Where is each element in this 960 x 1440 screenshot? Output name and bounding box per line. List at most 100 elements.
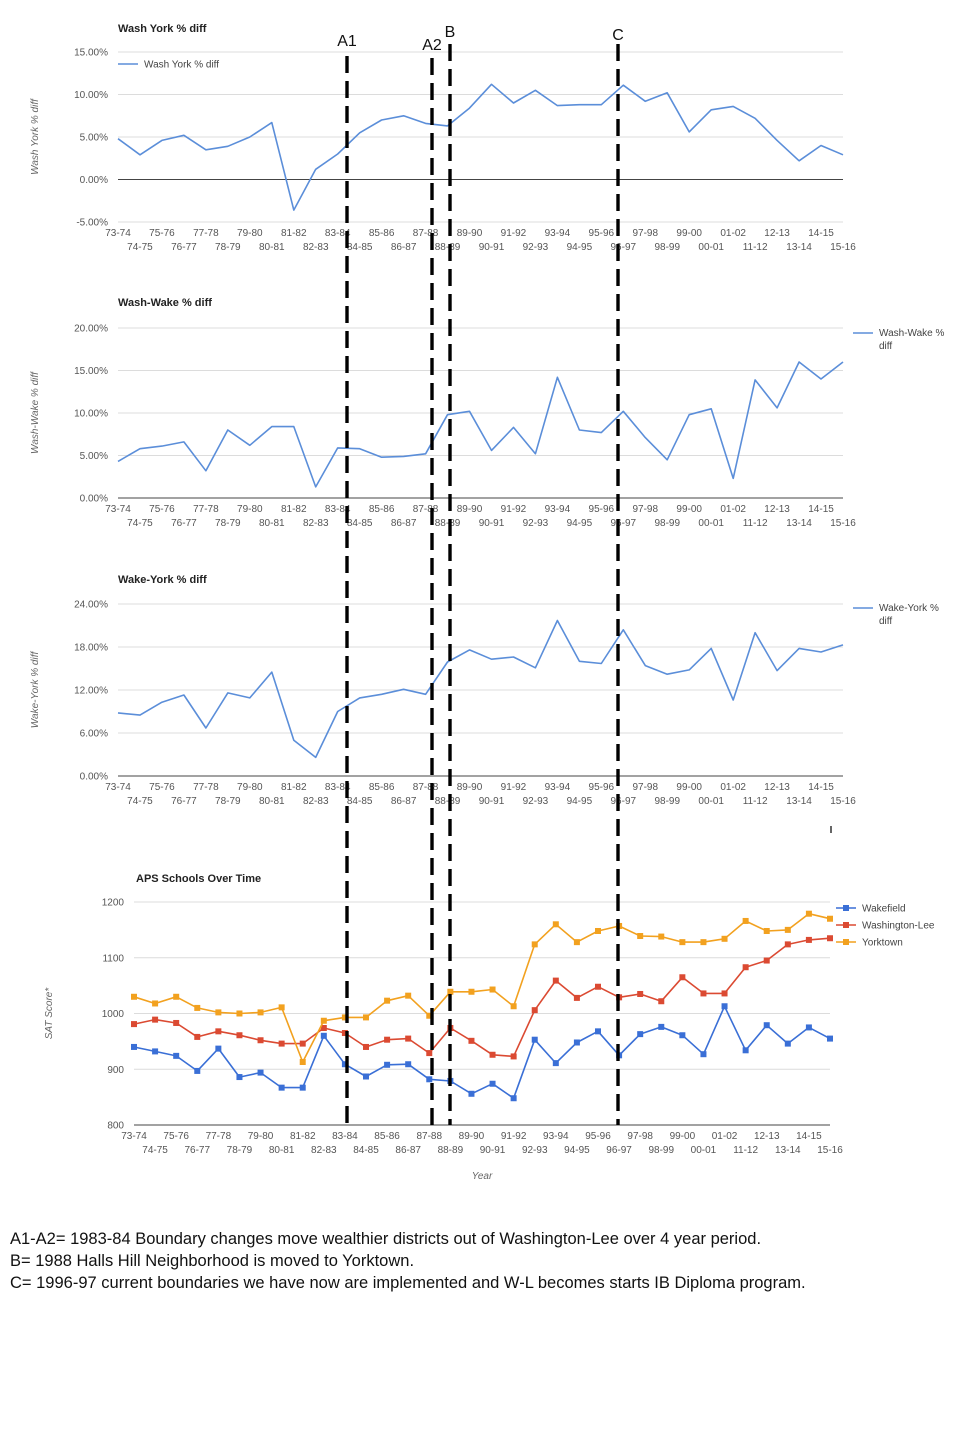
data-point: [531, 941, 538, 948]
data-point: [827, 935, 833, 942]
x-tick-label: 75-76: [149, 504, 175, 515]
x-tick-label: 12-13: [764, 504, 790, 515]
x-tick-label: 84-85: [347, 796, 373, 807]
y-tick-label: 18.00%: [74, 643, 108, 654]
legend-label: Wash York % diff: [144, 60, 219, 71]
x-tick-label: 94-95: [564, 1145, 590, 1156]
data-point: [742, 964, 749, 971]
data-point: [194, 1067, 201, 1074]
x-tick-label: 83-84: [325, 228, 351, 239]
x-tick-label: 80-81: [259, 796, 285, 807]
chart-2: Wash-Wake % diff Wash-Wake % diff 20.00% 15…: [30, 297, 944, 529]
data-point: [236, 1032, 243, 1039]
data-point: [384, 1061, 391, 1068]
data-point: [468, 1090, 475, 1097]
y-tick-label: 800: [107, 1121, 124, 1132]
data-point: [341, 1030, 348, 1037]
data-point: [426, 1076, 433, 1083]
data-point: [131, 993, 137, 1000]
x-tick-label: 84-85: [353, 1145, 379, 1156]
data-point: [447, 988, 454, 995]
x-tick-label: 89-90: [457, 504, 483, 515]
data-point: [742, 1047, 749, 1054]
y-axis-label: Wake-York % diff: [30, 651, 41, 729]
x-tick-label: 98-99: [654, 796, 680, 807]
data-point: [763, 1022, 770, 1029]
x-tick-label: 12-13: [764, 782, 790, 793]
x-tick-label: 85-86: [374, 1131, 400, 1142]
data-point: [489, 1080, 496, 1087]
data-point: [700, 1051, 707, 1058]
y-tick-label: 1200: [102, 898, 125, 909]
x-tick-label: 81-82: [281, 504, 307, 515]
x-tick-label: 87-88: [413, 782, 439, 793]
data-point: [194, 1004, 201, 1011]
data-point: [510, 1053, 517, 1060]
y-tick-label: 1000: [102, 1009, 125, 1020]
data-point: [278, 1040, 285, 1047]
data-point: [827, 1035, 833, 1042]
x-tick-label: 98-99: [648, 1145, 674, 1156]
x-tick-label: 90-91: [480, 1145, 506, 1156]
x-tick-label: 92-93: [523, 796, 549, 807]
x-tick-label: 74-75: [142, 1145, 168, 1156]
x-tick-label: 79-80: [248, 1131, 274, 1142]
y-tick-label: 15.00%: [74, 48, 108, 59]
y-tick-label: 12.00%: [74, 686, 108, 697]
x-tick-label: 11-12: [743, 242, 768, 253]
data-point: [341, 1061, 348, 1068]
x-tick-label: 11-12: [743, 518, 768, 529]
data-point: [257, 1009, 264, 1016]
data-point: [131, 1021, 137, 1028]
data-point: [468, 1037, 475, 1044]
data-point: [595, 1028, 601, 1035]
y-tick-label: 900: [107, 1065, 124, 1076]
data-point: [320, 1017, 327, 1024]
x-tick-label: 13-14: [786, 242, 812, 253]
data-point: [658, 1023, 665, 1030]
x-tick-label: 15-16: [830, 242, 856, 253]
data-point: [152, 1048, 159, 1055]
x-tick-label: 96-97: [606, 1145, 632, 1156]
x-tick-label: 91-92: [501, 228, 527, 239]
x-tick-label: 15-16: [830, 796, 856, 807]
x-tick-label: 11-12: [733, 1145, 758, 1156]
x-tick-label: 75-76: [149, 782, 175, 793]
y-tick-label: -5.00%: [76, 218, 108, 229]
data-point: [405, 992, 412, 999]
y-axis-label: SAT Score*: [44, 987, 55, 1040]
x-tick-label: 89-90: [459, 1131, 485, 1142]
data-point: [784, 1040, 791, 1047]
data-point: [573, 994, 580, 1001]
data-point: [721, 1003, 728, 1010]
chart-title: APS Schools Over Time: [136, 873, 261, 885]
data-point: [405, 1035, 412, 1042]
x-tick-label: 73-74: [105, 782, 131, 793]
data-point: [510, 1095, 517, 1102]
x-tick-label: 00-01: [691, 1145, 717, 1156]
x-tick-label: 11-12: [743, 796, 768, 807]
x-tick-label: 99-00: [676, 504, 702, 515]
x-tick-label: 78-79: [215, 518, 241, 529]
x-tick-label: 78-79: [227, 1145, 253, 1156]
x-tick-label: 82-83: [303, 518, 329, 529]
data-point: [700, 990, 707, 997]
data-point: [637, 1031, 644, 1038]
x-tick-label: 87-88: [413, 228, 439, 239]
data-point: [384, 1036, 391, 1043]
x-tick-label: 86-87: [391, 796, 417, 807]
data-point: [152, 1000, 159, 1007]
x-tick-label: 86-87: [391, 518, 417, 529]
x-tick-label: 13-14: [786, 518, 812, 529]
x-tick-label: 78-79: [215, 242, 241, 253]
x-tick-label: 80-81: [259, 518, 285, 529]
x-tick-label: 83-84: [325, 782, 351, 793]
data-point: [784, 941, 791, 948]
x-tick-label: 76-77: [184, 1145, 210, 1156]
x-tick-label: 90-91: [479, 242, 505, 253]
data-point: [805, 936, 812, 943]
data-point: [595, 983, 601, 990]
data-point: [531, 1007, 538, 1014]
data-point: [805, 910, 812, 917]
data-point: [299, 1040, 306, 1047]
